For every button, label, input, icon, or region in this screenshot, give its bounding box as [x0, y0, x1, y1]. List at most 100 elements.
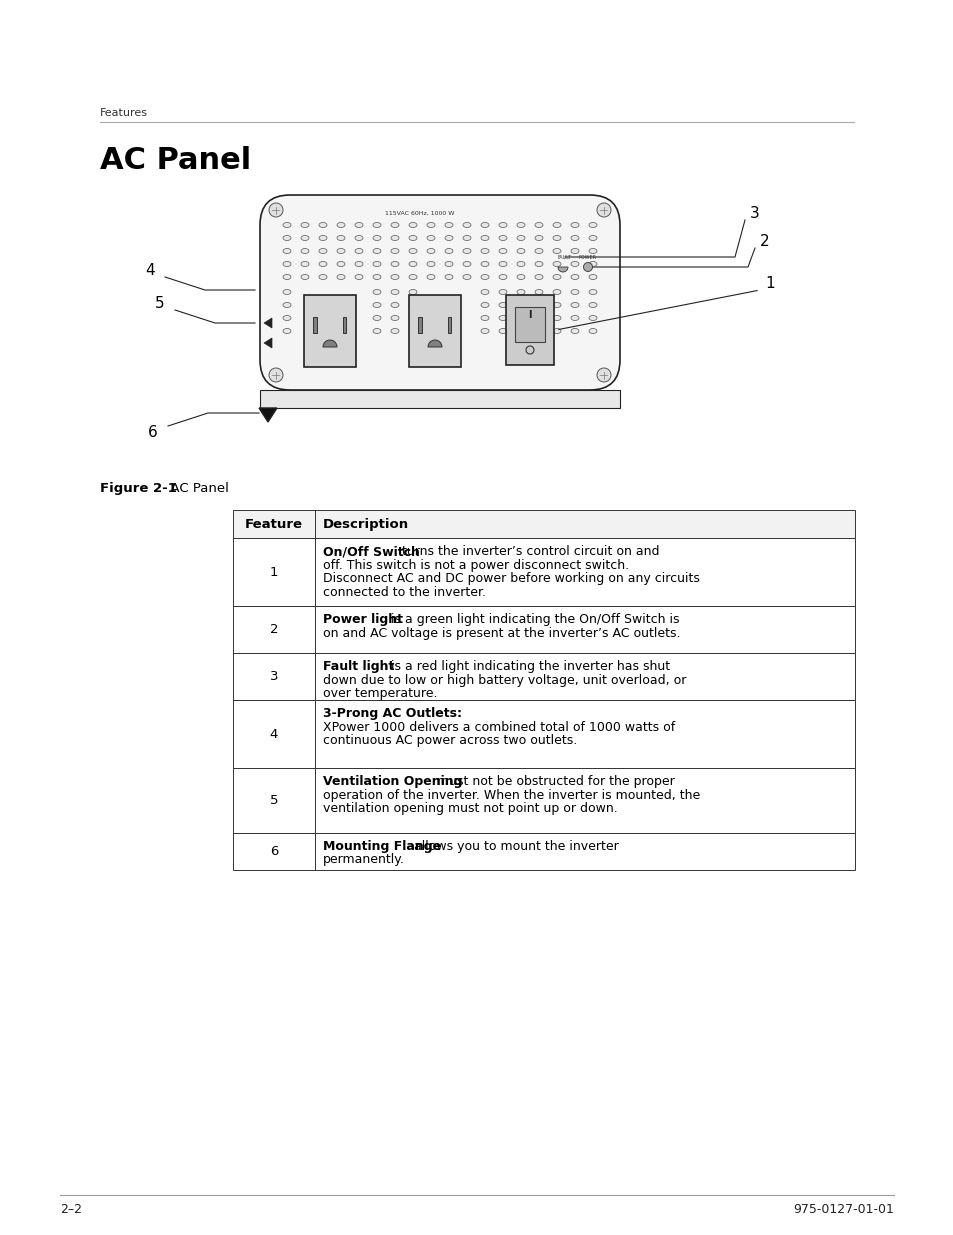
Ellipse shape [318, 236, 327, 241]
Ellipse shape [553, 329, 560, 333]
Ellipse shape [535, 236, 542, 241]
Ellipse shape [318, 262, 327, 267]
Ellipse shape [535, 303, 542, 308]
Ellipse shape [283, 289, 291, 294]
Circle shape [597, 203, 610, 217]
Polygon shape [258, 408, 276, 422]
Ellipse shape [318, 222, 327, 227]
Text: 3: 3 [270, 671, 278, 683]
Ellipse shape [427, 262, 435, 267]
Text: 2: 2 [270, 622, 278, 636]
Ellipse shape [553, 315, 560, 321]
Text: 3: 3 [749, 205, 759, 221]
Ellipse shape [571, 329, 578, 333]
FancyBboxPatch shape [260, 195, 619, 390]
Ellipse shape [571, 315, 578, 321]
Ellipse shape [517, 315, 524, 321]
Ellipse shape [480, 248, 489, 253]
Text: Description: Description [323, 517, 409, 531]
Ellipse shape [409, 248, 416, 253]
Ellipse shape [571, 222, 578, 227]
Ellipse shape [427, 248, 435, 253]
Text: 1: 1 [764, 275, 774, 290]
Ellipse shape [588, 289, 597, 294]
Circle shape [583, 263, 592, 272]
Ellipse shape [391, 289, 398, 294]
Ellipse shape [588, 236, 597, 241]
Ellipse shape [517, 262, 524, 267]
Ellipse shape [444, 236, 453, 241]
Ellipse shape [336, 222, 345, 227]
Ellipse shape [480, 236, 489, 241]
Ellipse shape [301, 274, 309, 279]
Ellipse shape [588, 248, 597, 253]
Ellipse shape [462, 274, 471, 279]
Ellipse shape [553, 222, 560, 227]
Bar [417, 317, 421, 333]
Ellipse shape [427, 236, 435, 241]
Ellipse shape [498, 303, 506, 308]
Ellipse shape [409, 315, 416, 321]
Text: permanently.: permanently. [323, 853, 404, 867]
Bar [233, 768, 854, 832]
Ellipse shape [301, 236, 309, 241]
Text: on and AC voltage is present at the inverter’s AC outlets.: on and AC voltage is present at the inve… [323, 626, 679, 640]
Ellipse shape [301, 222, 309, 227]
Ellipse shape [535, 262, 542, 267]
Bar [409, 295, 460, 367]
Ellipse shape [409, 289, 416, 294]
Bar [233, 653, 854, 700]
Ellipse shape [498, 289, 506, 294]
Ellipse shape [355, 236, 363, 241]
Text: AC Panel: AC Panel [100, 146, 251, 174]
Wedge shape [323, 340, 336, 347]
Ellipse shape [444, 222, 453, 227]
Ellipse shape [535, 289, 542, 294]
Ellipse shape [553, 262, 560, 267]
Text: continuous AC power across two outlets.: continuous AC power across two outlets. [323, 734, 577, 747]
Text: Mounting Flange: Mounting Flange [323, 840, 440, 853]
Ellipse shape [535, 274, 542, 279]
Ellipse shape [588, 329, 597, 333]
Ellipse shape [588, 315, 597, 321]
Ellipse shape [355, 222, 363, 227]
Ellipse shape [373, 315, 380, 321]
Ellipse shape [336, 248, 345, 253]
Ellipse shape [283, 329, 291, 333]
Ellipse shape [517, 222, 524, 227]
Text: must not be obstructed for the proper: must not be obstructed for the proper [433, 776, 674, 788]
Text: Fault light: Fault light [323, 659, 394, 673]
Ellipse shape [373, 274, 380, 279]
Text: On/Off Switch: On/Off Switch [323, 545, 419, 558]
Ellipse shape [553, 303, 560, 308]
Text: 2: 2 [760, 233, 769, 248]
Ellipse shape [498, 315, 506, 321]
Ellipse shape [498, 262, 506, 267]
Ellipse shape [283, 315, 291, 321]
Text: 5: 5 [155, 295, 165, 310]
Ellipse shape [571, 248, 578, 253]
Ellipse shape [498, 274, 506, 279]
Wedge shape [428, 340, 441, 347]
Ellipse shape [553, 274, 560, 279]
Bar [505, 295, 554, 366]
Ellipse shape [391, 274, 398, 279]
Ellipse shape [409, 262, 416, 267]
Text: 4: 4 [145, 263, 154, 278]
Ellipse shape [355, 274, 363, 279]
Ellipse shape [391, 262, 398, 267]
Ellipse shape [301, 262, 309, 267]
Text: Figure 2-1: Figure 2-1 [100, 482, 176, 494]
Ellipse shape [571, 274, 578, 279]
Text: 1: 1 [270, 566, 278, 578]
Bar [313, 317, 316, 333]
Ellipse shape [391, 222, 398, 227]
Circle shape [269, 368, 283, 382]
Ellipse shape [427, 222, 435, 227]
Circle shape [597, 368, 610, 382]
Ellipse shape [535, 248, 542, 253]
Text: allows you to mount the inverter: allows you to mount the inverter [410, 840, 618, 853]
Polygon shape [264, 317, 272, 329]
Ellipse shape [588, 303, 597, 308]
Bar [233, 510, 854, 538]
